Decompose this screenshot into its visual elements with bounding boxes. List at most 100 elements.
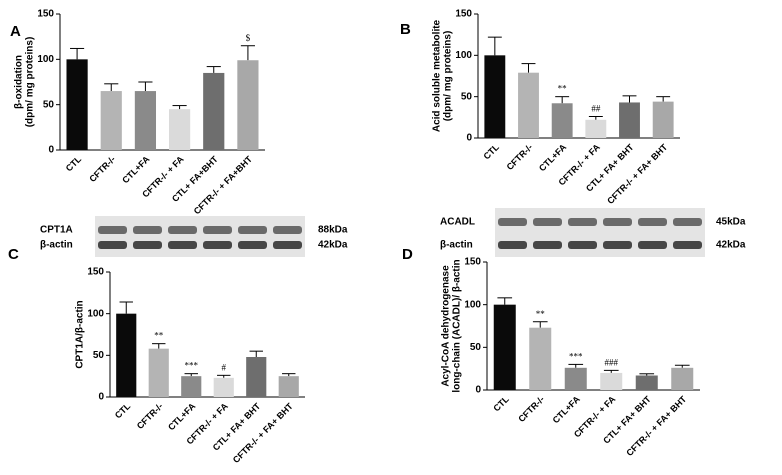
x-tick-label: CTL	[481, 142, 501, 162]
bar	[181, 376, 202, 397]
bar	[493, 304, 516, 390]
bar	[168, 109, 191, 150]
blot-band	[238, 226, 267, 234]
x-tick-label: CFTR-/-	[87, 154, 117, 184]
blot-band	[238, 241, 267, 249]
x-tick-label: CFTR-/- + FA+ BHT	[605, 142, 669, 206]
y-axis-label: CPT1A/β-actin	[75, 300, 86, 368]
bar	[671, 367, 694, 390]
y-tick-label: 100	[455, 50, 472, 61]
panel-letter: B	[400, 21, 411, 38]
blot-band	[638, 218, 667, 226]
blot-label: CPT1A	[40, 225, 73, 236]
x-tick-label: CTL+FA	[120, 154, 152, 186]
x-tick-label: CFTR-/-	[135, 401, 165, 431]
blot-band	[98, 226, 127, 234]
y-tick-label: 50	[43, 99, 55, 110]
bar	[116, 313, 137, 397]
bar	[585, 119, 607, 138]
blot-band	[133, 241, 162, 249]
blot-band	[203, 241, 232, 249]
blot-band	[498, 218, 527, 226]
y-axis-label: long-chain (ACADL)/ β-actin	[452, 259, 463, 392]
x-tick-label: CTL+FA	[551, 394, 583, 426]
bar	[619, 102, 640, 138]
y-tick-label: 150	[87, 267, 104, 278]
bar	[551, 103, 573, 138]
x-tick-label: CFTR-/- + FA+ BHT	[231, 401, 295, 465]
blot-band	[568, 241, 597, 249]
annotation: **	[536, 309, 546, 319]
x-tick-label: CTL	[113, 401, 133, 421]
annotation: **	[558, 84, 568, 94]
y-tick-label: 150	[464, 257, 481, 268]
y-tick-label: 150	[455, 9, 472, 20]
y-tick-label: 0	[475, 385, 481, 396]
y-tick-label: 100	[464, 299, 481, 310]
panel-letter: C	[8, 246, 19, 263]
blot-band	[673, 218, 702, 226]
y-tick-label: 0	[98, 392, 104, 403]
blot-band	[568, 218, 597, 226]
x-tick-label: CTL+FA	[166, 401, 198, 433]
blot-band	[168, 226, 197, 234]
blot-size: 88kDa	[318, 225, 348, 236]
blot-band	[603, 218, 632, 226]
blot-band	[533, 218, 562, 226]
blot-size: 42kDa	[318, 240, 348, 251]
blot-band	[533, 241, 562, 249]
blot-band	[498, 241, 527, 249]
annotation: **	[154, 331, 164, 341]
x-tick-label: CTL	[491, 394, 511, 414]
bar	[652, 101, 674, 138]
blot-band	[98, 241, 127, 249]
bar	[213, 377, 234, 397]
bar	[278, 376, 299, 397]
x-tick-label: CTL	[64, 154, 84, 174]
blot-size: 42kDa	[716, 240, 746, 251]
annotation: ***	[185, 361, 199, 371]
panel-letter: A	[10, 23, 21, 40]
bar	[203, 72, 225, 150]
y-axis-label: (dpm/ mg proteins)	[25, 37, 36, 128]
bar	[148, 348, 169, 397]
y-axis-label: Acid soluble metabolite	[432, 19, 443, 132]
x-tick-label: CFTR-/-	[516, 394, 546, 424]
blot-background	[495, 208, 705, 257]
annotation: ##	[591, 104, 601, 114]
bar	[237, 60, 259, 150]
blot-label: β-actin	[40, 240, 73, 251]
blot-band	[603, 241, 632, 249]
annotation: ***	[569, 351, 583, 361]
panel-letter: D	[402, 246, 413, 263]
blot-label: ACADL	[440, 217, 475, 228]
bar	[246, 357, 267, 397]
blot-size: 45kDa	[716, 217, 746, 228]
annotation: #	[222, 362, 227, 372]
y-tick-label: 50	[470, 342, 482, 353]
y-tick-label: 100	[37, 54, 54, 65]
x-tick-label: CFTR-/- + FA+BHT	[192, 154, 255, 217]
annotation: ###	[605, 357, 619, 367]
y-tick-label: 0	[466, 133, 472, 144]
bar	[100, 91, 122, 150]
blot-background	[95, 216, 305, 257]
blot-band	[273, 241, 302, 249]
blot-band	[203, 226, 232, 234]
y-tick-label: 150	[37, 9, 54, 20]
bar	[564, 367, 587, 390]
y-axis-label: (dpm/ mg proteins)	[443, 31, 454, 122]
y-axis-label: β-oxidation	[14, 55, 25, 109]
blot-label: β-actin	[440, 240, 473, 251]
x-tick-label: CFTR-/- + FA+ BHT	[624, 394, 688, 458]
x-tick-label: CTL+FA	[537, 142, 569, 174]
blot-band	[273, 226, 302, 234]
bar	[600, 372, 623, 390]
bar	[134, 91, 157, 150]
annotation: $	[246, 33, 251, 43]
blot-band	[638, 241, 667, 249]
bar	[529, 327, 552, 390]
y-tick-label: 100	[87, 308, 104, 319]
bar	[484, 55, 506, 139]
y-tick-label: 50	[93, 350, 105, 361]
